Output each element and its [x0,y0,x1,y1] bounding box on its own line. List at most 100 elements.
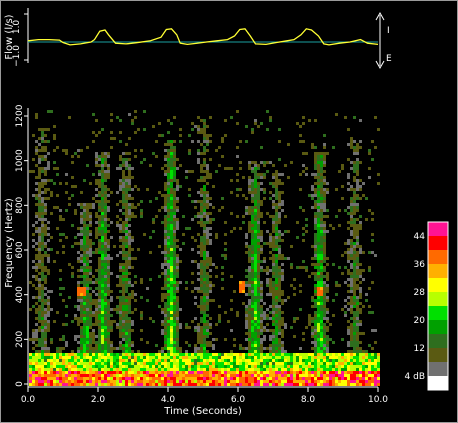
spectrogram-cell [311,245,314,248]
spectrogram-cell [32,374,35,377]
spectrogram-cell [257,341,260,344]
spectrogram-cell [254,365,257,368]
spectrogram-cell [173,308,176,311]
spectrogram-cell [350,290,353,293]
spectrogram-cell [272,344,275,347]
spectrogram-cell [263,191,266,194]
spectrogram-cell [323,203,326,206]
spectrogram-cell [170,194,173,197]
spectrogram-cell [98,164,101,167]
spectrogram-cell [338,362,341,365]
spectrogram-cell [95,155,98,158]
spectrogram-cell [275,362,278,365]
spectrogram-cell [206,368,209,371]
spectrogram-cell [119,314,122,317]
spectrogram-cell [104,227,107,230]
spectrogram-cell [89,239,92,242]
spectrogram-cell [350,140,353,143]
spectrogram-cell [203,296,206,299]
spectrogram-cell [356,218,359,221]
spectrogram-cell [62,338,65,341]
spectrogram-cell [347,374,350,377]
spectrogram-cells [29,110,380,386]
spectrogram-cell [338,209,341,212]
spectrogram-cell [38,167,41,170]
spectrogram-cell [134,374,137,377]
spectrogram-cell [323,275,326,278]
spectrogram-cell [263,164,266,167]
spectrogram-cell [257,371,260,374]
spectrogram-cell [41,308,44,311]
spectrogram-cell [131,356,134,359]
spectrogram-cell [368,371,371,374]
spectrogram-cell [107,350,110,353]
spectrogram-cell [356,359,359,362]
spectrogram-cell [287,230,290,233]
spectrogram-cell [101,350,104,353]
spectrogram-cell [134,149,137,152]
spectrogram-cell [47,347,50,350]
spectrogram-cell [203,254,206,257]
spectrogram-cell [272,314,275,317]
spectrogram-cell [257,125,260,128]
spectrogram-cell [224,311,227,314]
spectrogram-cell [257,290,260,293]
spectrogram-cell [164,206,167,209]
spectrogram-cell [320,299,323,302]
spectrogram-cell [230,179,233,182]
spectrogram-cell [326,215,329,218]
spectrogram-cell [350,239,353,242]
spectrogram-cell [278,236,281,239]
spectrogram-cell [347,128,350,131]
spectrogram-cell [254,380,257,383]
spectrogram-cell [263,326,266,329]
spectrogram-cell [188,368,191,371]
spectrogram-cell [149,353,152,356]
spectrogram-cell [110,362,113,365]
spectrogram-cell [89,383,92,386]
spectrogram-cell [155,374,158,377]
spectrogram-cell [101,200,104,203]
spectrogram-cell [104,356,107,359]
spectrogram-cell [212,299,215,302]
spectrogram-cell [197,245,200,248]
spectrogram-cell [155,356,158,359]
spectrogram-cell [254,296,257,299]
spectrogram-cell [248,275,251,278]
spectrogram-cell [50,191,53,194]
spectrogram-cell [317,359,320,362]
spectrogram-cell [308,317,311,320]
spectrogram-cell [164,275,167,278]
spectrogram-cell [170,260,173,263]
spectrogram-cell [251,239,254,242]
spectrogram-cell [38,209,41,212]
spectrogram-cell [200,176,203,179]
spectrogram-cell [248,260,251,263]
spectrogram-cell [122,374,125,377]
spectrogram-cell [83,245,86,248]
spectrogram-cell [86,332,89,335]
spectrogram-cell [263,347,266,350]
spectrogram-cell [347,212,350,215]
spectrogram-cell [344,356,347,359]
spectrogram-cell [335,374,338,377]
spectrogram-cell [203,212,206,215]
spectrogram-cell [62,347,65,350]
spectrogram-cell [197,131,200,134]
spectrogram-cell [203,251,206,254]
spectrogram-cell [290,371,293,374]
spectrogram-cell [83,209,86,212]
spectrogram-cell [110,272,113,275]
spectrogram-cell [41,371,44,374]
spectrogram-cell [212,353,215,356]
spectrogram-cell [77,257,80,260]
spectrogram-cell [119,335,122,338]
spectrogram-cell [104,257,107,260]
spectrogram-cell [56,206,59,209]
spectrogram-cell [107,308,110,311]
spectrogram-cell [359,197,362,200]
spectrogram-cell [191,374,194,377]
spectrogram-cell [365,359,368,362]
spectrogram-cell [161,206,164,209]
spectrogram-cell [164,323,167,326]
